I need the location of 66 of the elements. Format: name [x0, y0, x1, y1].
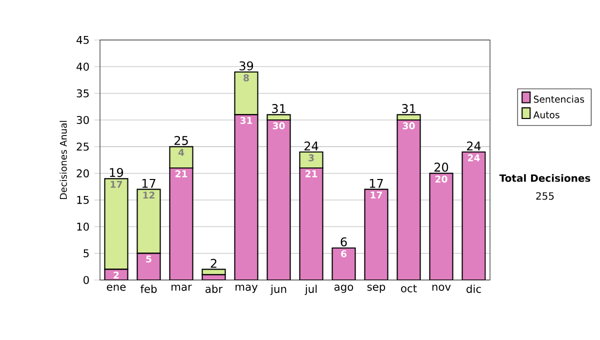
bar	[299, 151, 324, 169]
y-tick-label: 15	[77, 196, 89, 204]
bar	[430, 173, 453, 280]
bar	[300, 168, 323, 280]
total-label: 25	[174, 136, 188, 146]
bar	[364, 189, 388, 280]
bar	[397, 120, 420, 280]
data-label: 5	[146, 256, 152, 263]
total-label: 39	[240, 61, 254, 70]
total-label: 31	[272, 104, 286, 114]
total-label: 17	[370, 178, 383, 188]
data-label: 3	[308, 154, 314, 162]
data-label: 31	[240, 116, 252, 124]
total-label: 20	[434, 162, 448, 172]
bar	[234, 114, 258, 280]
data-label: 21	[175, 170, 188, 178]
data-label: 17	[370, 192, 382, 198]
y-tick-label: 40	[76, 62, 89, 71]
data-label: 8	[244, 74, 249, 82]
data-label: 17	[110, 180, 122, 188]
bar	[267, 120, 290, 280]
y-tick-label: 20	[76, 169, 89, 178]
x-tick-label: jul	[304, 284, 317, 296]
total-label: 31	[402, 104, 416, 114]
x-tick-label: abr	[206, 284, 223, 293]
y-tick-label: 30	[76, 116, 89, 124]
y-tick-label: 10	[77, 222, 89, 231]
total-label: 19	[110, 168, 124, 178]
y-tick-label: 45	[76, 36, 89, 44]
data-label: 6	[341, 250, 346, 258]
x-tick-label: nov	[432, 284, 451, 291]
bar	[170, 168, 193, 280]
x-tick-label: feb	[140, 284, 157, 293]
bar	[136, 188, 161, 254]
data-label: 20	[435, 176, 448, 183]
y-tick-label: 5	[84, 249, 89, 258]
data-label: 12	[143, 192, 154, 199]
x-tick-label: ene	[106, 284, 126, 291]
x-tick-label: sep	[367, 284, 386, 293]
x-tick-label: ago	[334, 284, 354, 293]
total-label: 24	[466, 141, 481, 150]
y-tick-label: 25	[76, 142, 89, 151]
y-tick-label: 35	[76, 89, 89, 98]
y-axis-title: Decisiones Anual	[60, 120, 67, 199]
text: 255	[536, 192, 554, 200]
text: Total Decisiones	[499, 174, 590, 182]
data-label: 2	[114, 272, 119, 279]
x-tick-label: oct	[401, 284, 417, 292]
x-tick-label: may	[236, 284, 258, 293]
x-tick-label: dic	[466, 284, 481, 293]
bar	[169, 146, 194, 169]
total-label: 6	[340, 237, 347, 246]
y-tick-label: 0	[84, 276, 89, 284]
x-tick-label: jun	[270, 284, 286, 296]
bar	[462, 151, 486, 280]
data-label: 4	[178, 148, 184, 156]
total-label: 2	[210, 258, 216, 268]
x-tick-label: mar	[172, 284, 192, 291]
data-label: 21	[305, 170, 318, 178]
data-label: 30	[402, 122, 415, 130]
total-label: 24	[304, 141, 318, 150]
data-label: 30	[272, 122, 285, 130]
total-label: 17	[142, 178, 156, 188]
legend-label: Sentencias	[534, 96, 584, 103]
data-label: 24	[468, 154, 480, 162]
legend-label: Autos	[533, 111, 560, 118]
